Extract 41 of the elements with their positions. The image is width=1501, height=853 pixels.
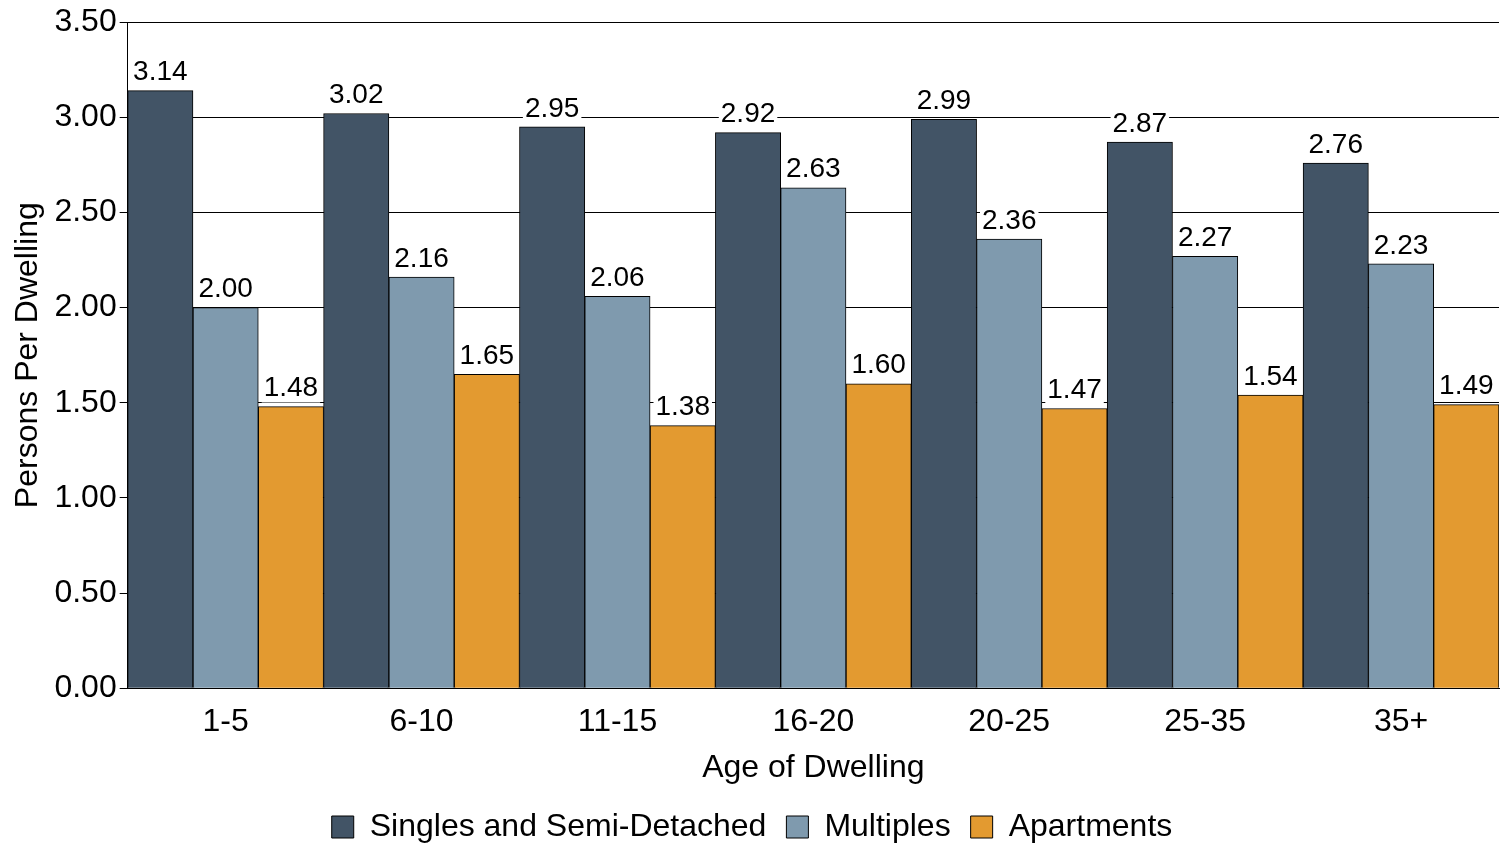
y-axis-title: Persons Per Dwelling	[8, 202, 45, 509]
data-label: 2.95	[524, 91, 580, 123]
data-label: 2.00	[198, 272, 253, 304]
x-tick-label: 1-5	[202, 702, 249, 739]
data-label: 2.99	[916, 83, 972, 115]
data-label: 2.63	[786, 152, 841, 184]
x-tick-label: 25-35	[1164, 702, 1247, 739]
x-tick-label: 20-25	[968, 702, 1051, 739]
y-tick-label: 1.00	[54, 477, 117, 514]
data-label: 3.14	[133, 55, 188, 87]
data-label: 2.23	[1373, 228, 1429, 260]
legend-label: Singles and Semi-Detached	[369, 806, 767, 843]
data-label: 1.54	[1243, 359, 1298, 391]
data-label: 2.06	[590, 260, 645, 292]
data-label: 2.36	[981, 203, 1037, 235]
y-tick-label: 3.00	[54, 97, 117, 134]
legend-label: Multiples	[824, 806, 951, 843]
data-label: 2.16	[394, 241, 449, 273]
legend-label: Apartments	[1008, 806, 1173, 843]
x-tick-label: 35+	[1373, 702, 1429, 739]
y-tick-label: 2.00	[54, 287, 117, 324]
data-label: 2.87	[1112, 106, 1168, 138]
data-label: 1.65	[459, 338, 515, 370]
x-axis-title: Age of Dwelling	[702, 747, 925, 784]
data-label: 1.60	[851, 348, 906, 380]
data-label: 3.02	[328, 78, 384, 110]
data-label: 1.47	[1047, 373, 1102, 405]
data-label: 2.27	[1177, 220, 1233, 252]
x-tick-label: 16-20	[772, 702, 855, 739]
x-tick-label: 11-15	[577, 702, 658, 739]
data-label: 2.76	[1308, 127, 1363, 159]
data-label: 1.48	[263, 371, 319, 403]
x-tick-label: 6-10	[389, 702, 454, 739]
y-tick-label: 2.50	[54, 192, 117, 229]
data-label: 1.38	[655, 390, 710, 422]
data-label: 1.49	[1439, 369, 1494, 401]
y-tick-label: 1.50	[54, 382, 117, 419]
y-tick-label: 3.50	[54, 2, 117, 39]
y-tick-label: 0.50	[54, 572, 117, 609]
data-label: 2.92	[720, 97, 776, 129]
y-tick-label: 0.00	[54, 668, 117, 705]
